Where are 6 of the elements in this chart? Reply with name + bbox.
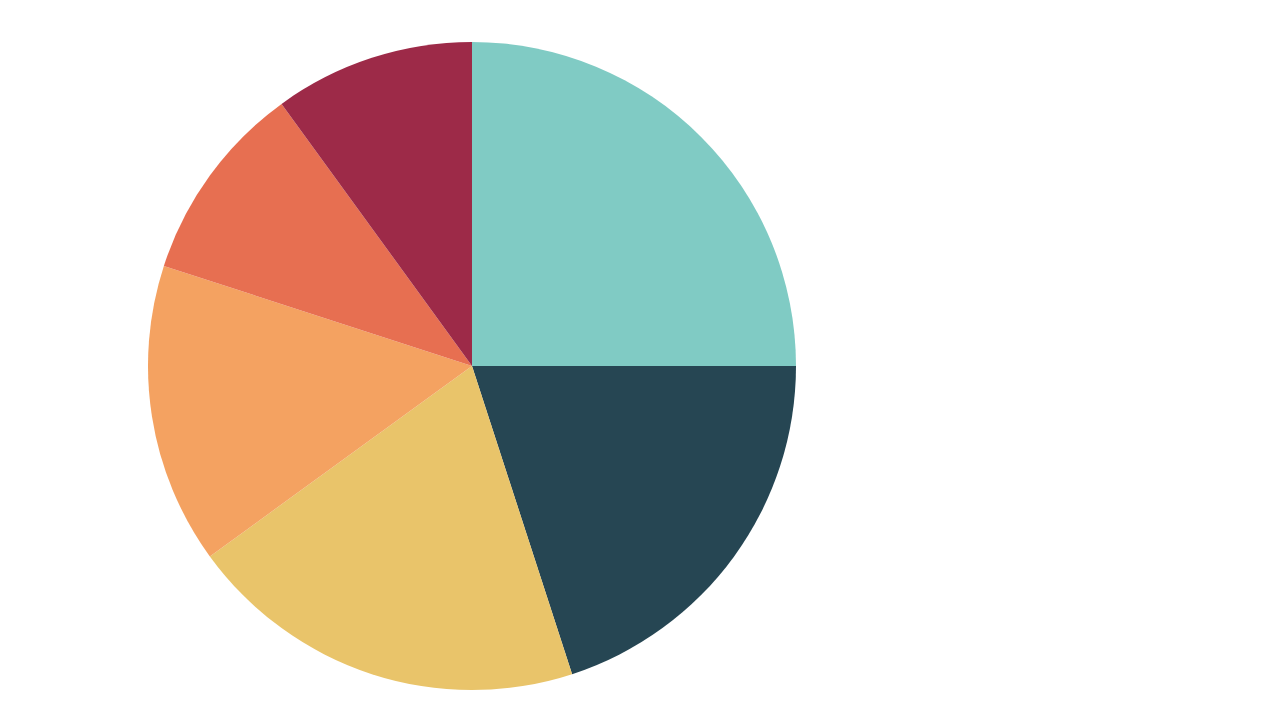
pie-slice	[148, 265, 472, 557]
pie-slice	[472, 366, 796, 675]
pie-slice	[472, 42, 796, 366]
pie-slice	[163, 103, 472, 366]
pie-slice	[209, 366, 573, 690]
pie-slice	[281, 42, 472, 366]
